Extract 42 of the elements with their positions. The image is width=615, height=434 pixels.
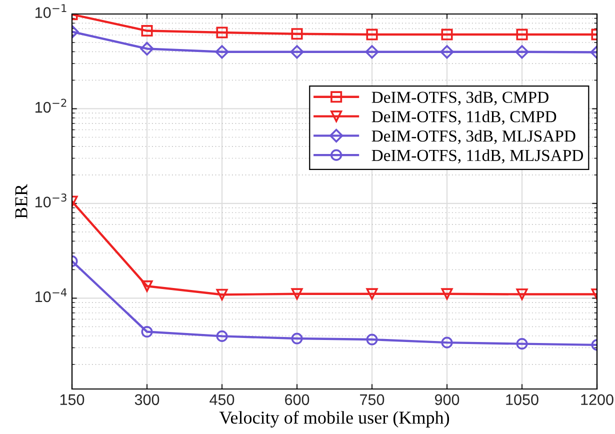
point	[291, 28, 303, 40]
point	[216, 26, 228, 38]
x-tick-label: 450	[210, 394, 234, 406]
point	[290, 45, 304, 59]
point	[140, 42, 154, 56]
x-axis-title: Velocity of mobile user (Kmph)	[219, 410, 450, 428]
y-tick-label: 10$^{−1}$	[36, 4, 66, 18]
point	[516, 338, 528, 350]
legend-label: DeIM-OTFS, 11dB, CMPD	[372, 110, 556, 125]
point	[215, 45, 229, 59]
point	[365, 45, 379, 59]
point	[441, 288, 453, 300]
point	[440, 45, 454, 59]
x-tick-label: 900	[434, 394, 460, 406]
x-tick-label: 750	[360, 394, 384, 406]
point	[141, 280, 153, 292]
x-tick-label: 1050	[506, 394, 538, 406]
point	[141, 25, 153, 37]
point	[366, 288, 378, 300]
x-tick-label: 600	[285, 394, 310, 406]
x-tick-label: 1200	[581, 394, 614, 406]
y-axis-title: BER	[15, 184, 28, 219]
legend-label: DeIM-OTFS, 3dB, CMPD	[372, 91, 548, 106]
point	[441, 336, 453, 348]
y-tick-label: 10$^{−3}$	[36, 194, 66, 208]
point	[291, 332, 303, 344]
point	[216, 288, 228, 300]
point	[366, 28, 378, 40]
point	[516, 288, 528, 300]
point	[291, 288, 303, 300]
point	[515, 45, 529, 59]
x-tick-label: 150	[60, 394, 84, 406]
point	[366, 334, 378, 346]
y-tick-label: 10$^{−2}$	[36, 98, 66, 113]
legend-label: DeIM-OTFS, 11dB, MLJSAPD	[372, 149, 583, 164]
point	[516, 28, 528, 40]
point	[441, 28, 453, 40]
legend-label: DeIM-OTFS, 3dB, MLJSAPD	[372, 130, 576, 144]
point	[216, 330, 228, 342]
point	[141, 326, 153, 338]
x-tick-label: 300	[134, 394, 160, 406]
y-tick-label: 10$^{−4}$	[36, 288, 67, 302]
